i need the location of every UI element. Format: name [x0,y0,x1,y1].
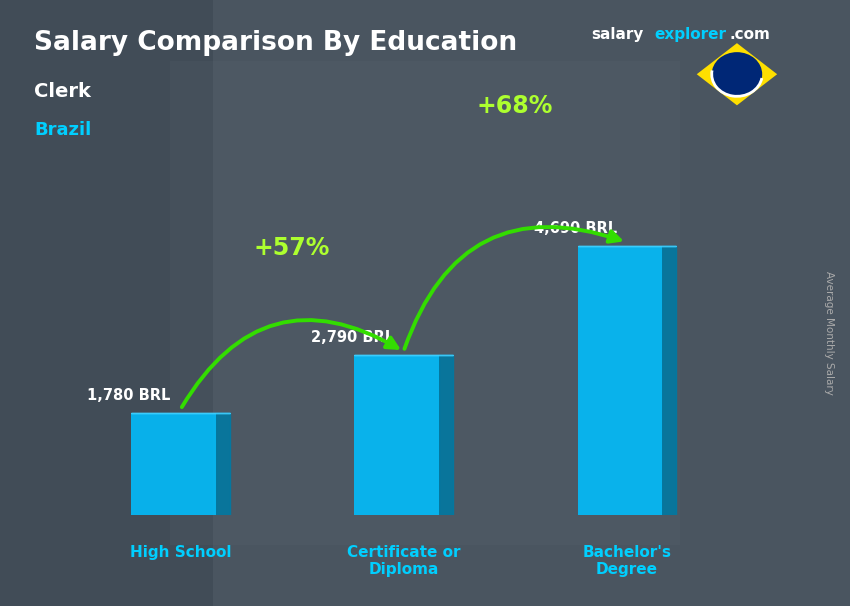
Text: Clerk: Clerk [34,82,91,101]
Polygon shape [662,245,676,515]
Text: salary: salary [591,27,643,42]
Text: 2,790 BRL: 2,790 BRL [310,330,394,345]
Text: Bachelor's
Degree: Bachelor's Degree [582,545,672,578]
Polygon shape [216,413,230,515]
Circle shape [711,52,762,96]
Bar [468,0,850,606]
Text: 4,690 BRL: 4,690 BRL [534,221,617,236]
Text: Certificate or
Diploma: Certificate or Diploma [347,545,461,578]
Polygon shape [697,43,777,105]
Bar [0,0,212,606]
Text: .com: .com [729,27,770,42]
Bar [170,61,680,545]
Text: +57%: +57% [254,236,330,260]
Bar [354,355,439,515]
Text: +68%: +68% [477,93,553,118]
Bar [578,245,662,515]
Polygon shape [439,355,452,515]
Text: Salary Comparison By Education: Salary Comparison By Education [34,30,517,56]
Text: High School: High School [130,545,231,560]
Text: Average Monthly Salary: Average Monthly Salary [824,271,834,395]
Bar [131,413,216,515]
Text: 1,780 BRL: 1,780 BRL [88,388,171,403]
Text: Brazil: Brazil [34,121,91,139]
Text: explorer: explorer [654,27,727,42]
